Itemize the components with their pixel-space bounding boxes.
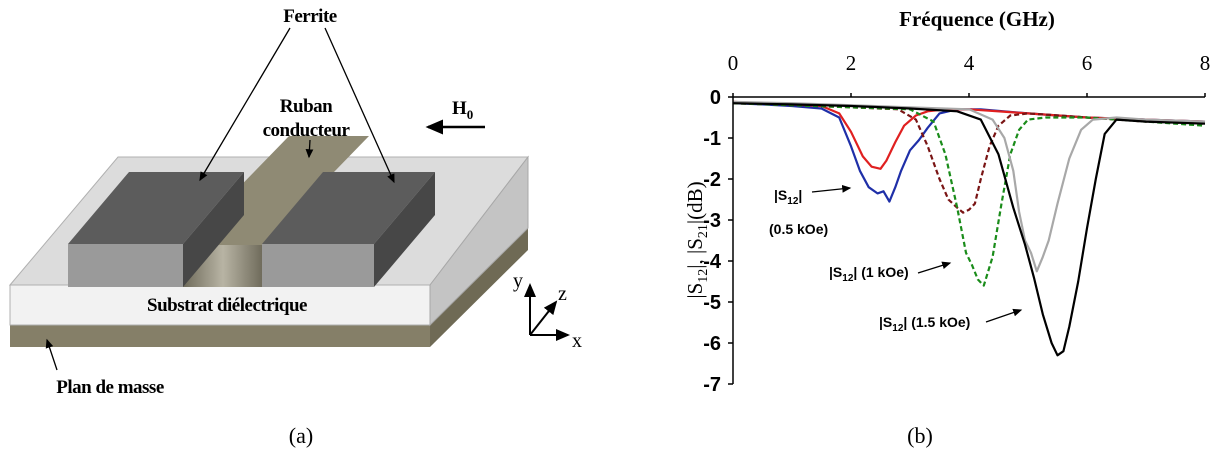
ferrite-left-side (183, 172, 244, 287)
chart-y-tick-label: -7 (703, 374, 721, 396)
annotation-1koe: |S12| (1 kOe) (829, 264, 909, 284)
chart-series-line-4 (732, 100, 1206, 273)
chart-y-tick-label: -5 (703, 292, 721, 314)
ground-leader (45, 338, 58, 371)
label-plan-de-masse: Plan de masse (56, 377, 164, 398)
ground-plane-front (10, 325, 430, 347)
chart-axes-group: 0 2 4 6 8 0 -1 -2 -3 -4 -5 -6 -7 (703, 51, 1210, 396)
ferrite-right-top (262, 172, 435, 244)
chart-y-tick-label: -4 (703, 251, 722, 273)
ground-plane-side (430, 228, 528, 347)
chart-series-line-2 (732, 102, 1206, 214)
ferrite-right-side (374, 172, 435, 287)
annotation-1p5koe: |S12| (1.5 kOe) (879, 314, 970, 334)
substrate-side (429, 155, 529, 327)
label-axis-x: x (572, 330, 582, 352)
panel-b-chart: 0 2 4 6 8 0 -1 -2 -3 -4 -5 -6 -7 Fréquence (GHz) |S1… (683, 7, 1210, 448)
caption-a: (a) (289, 423, 313, 448)
label-ferrite: Ferrite (283, 6, 337, 27)
chart-y-tick-label: 0 (710, 87, 721, 109)
annotation-1p5koe-pointer (985, 308, 1023, 323)
chart-y-tick-label: -1 (703, 128, 721, 150)
chart-y-tick-label: -3 (703, 210, 721, 232)
label-axis-y: y (513, 270, 523, 292)
label-substrat: Substrat diélectrique (147, 295, 307, 316)
label-ruban: Ruban (280, 96, 333, 117)
chart-x-tick-label: 4 (964, 51, 975, 75)
annotation-1koe-pointer (917, 261, 952, 274)
chart-x-tick-label: 8 (1200, 51, 1211, 75)
label-axis-z: z (558, 283, 567, 305)
caption-b: (b) (907, 423, 933, 448)
chart-y-tick-label: -6 (703, 333, 721, 355)
chart-y-axis-title: |S12|, |S21|(dB) (683, 181, 711, 298)
ferrite-left-top (68, 172, 244, 244)
annotation-0p5koe-line2: (0.5 kOe) (769, 221, 828, 237)
ferrite-leader-left (199, 27, 291, 182)
chart-y-tick-label: -2 (703, 169, 721, 191)
chart-series-line-1 (732, 100, 1206, 170)
chart-x-tick-label: 2 (846, 51, 857, 75)
axis-z-arrow (529, 300, 558, 336)
ferrite-left-front (68, 244, 183, 287)
label-conducteur: conducteur (263, 120, 351, 141)
chart-x-axis-title: Fréquence (GHz) (899, 7, 1055, 31)
chart-series-line-5 (732, 102, 1206, 357)
annotation-0p5koe-pointer (811, 184, 852, 193)
annotation-0p5koe-line1: |S12| (774, 187, 802, 207)
chart-series-group (732, 100, 1206, 357)
ribbon-leader (305, 139, 314, 159)
ferrite-leader-right (324, 27, 395, 184)
chart-x-tick-label: 0 (728, 51, 739, 75)
chart-x-tick-label: 6 (1082, 51, 1093, 75)
label-h0: H0 (452, 98, 473, 122)
chart-series-line-3 (732, 102, 1206, 287)
panel-a-diagram: Ferrite Ruban conducteur H0 Substrat dié… (8, 6, 582, 448)
ferrite-right-front (262, 244, 374, 287)
